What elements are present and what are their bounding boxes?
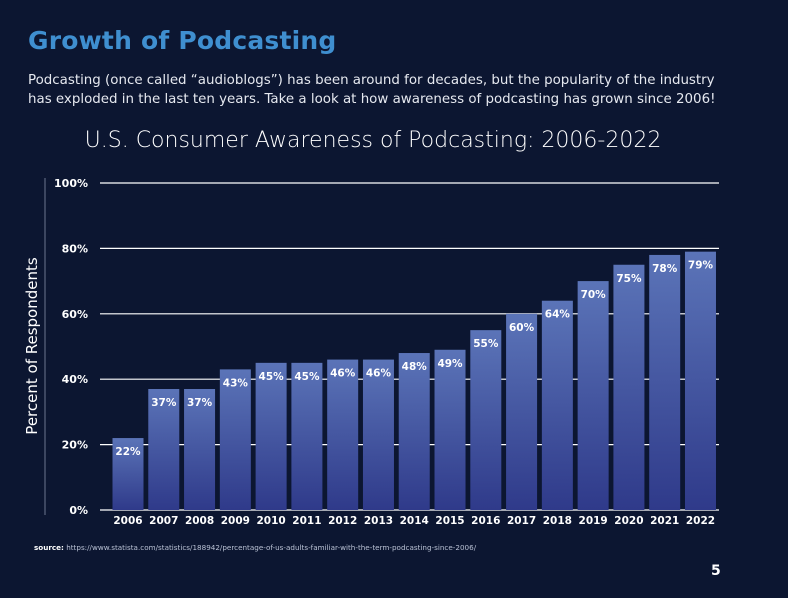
y-tick-label: 40% bbox=[62, 373, 88, 386]
chart-title: U.S. Consumer Awareness of Podcasting: 2… bbox=[84, 128, 662, 153]
bar-value-label: 45% bbox=[294, 371, 320, 383]
bar-2008 bbox=[184, 389, 216, 510]
page-title: Growth of Podcasting bbox=[28, 26, 337, 55]
x-tick-labels: 2006 2007 2008 2009 2010 2011 2012 2013 2014 2015… bbox=[113, 515, 715, 527]
bar-value-label: 43% bbox=[223, 377, 249, 389]
source-url[interactable]: https://www.statista.com/statistics/1889… bbox=[66, 543, 477, 552]
bar-2009 bbox=[219, 369, 251, 510]
x-tick-label: 2008 bbox=[185, 515, 214, 527]
x-tick-label: 2019 bbox=[579, 515, 608, 527]
bar-value-label: 75% bbox=[616, 273, 642, 285]
bar-value-label: 22% bbox=[115, 446, 141, 458]
source-label: source: bbox=[34, 543, 64, 552]
x-tick-label: 2015 bbox=[435, 515, 464, 527]
bar-2020 bbox=[613, 264, 645, 510]
bar-value-label: 70% bbox=[581, 289, 607, 301]
x-tick-label: 2007 bbox=[149, 515, 178, 527]
x-tick-label: 2017 bbox=[507, 515, 536, 527]
bar-2017 bbox=[506, 313, 538, 510]
x-tick-label: 2013 bbox=[364, 515, 393, 527]
bar-2021 bbox=[649, 254, 681, 510]
x-tick-label: 2009 bbox=[221, 515, 250, 527]
bar-value-label: 45% bbox=[259, 371, 285, 383]
y-tick-label: 0% bbox=[69, 504, 88, 517]
y-tick-label: 100% bbox=[54, 177, 88, 190]
x-tick-label: 2021 bbox=[650, 515, 679, 527]
bar-2013 bbox=[362, 359, 394, 510]
bar-value-label: 46% bbox=[366, 368, 392, 380]
x-tick-label: 2018 bbox=[543, 515, 572, 527]
page-number: 5 bbox=[711, 563, 721, 579]
bar-2016 bbox=[470, 330, 502, 510]
x-tick-label: 2006 bbox=[113, 515, 142, 527]
bar-2006 bbox=[112, 438, 144, 510]
y-tick-label: 20% bbox=[62, 439, 88, 452]
x-tick-label: 2011 bbox=[292, 515, 321, 527]
x-tick-label: 2010 bbox=[257, 515, 286, 527]
y-tick-labels: 0% 20% 40% 60% 80% 100% bbox=[54, 177, 88, 517]
bar-2011 bbox=[291, 362, 323, 510]
bar-2012 bbox=[327, 359, 359, 510]
bar-value-labels: 22% 37% 37% 43% 45% 45% 46% 46% 48% 49% 55% 60% 64% 7… bbox=[115, 260, 713, 458]
bar-value-label: 60% bbox=[509, 322, 535, 334]
x-tick-label: 2016 bbox=[471, 515, 500, 527]
bar-value-label: 37% bbox=[151, 397, 177, 409]
x-tick-label: 2022 bbox=[686, 515, 715, 527]
bar-2022 bbox=[684, 251, 716, 511]
bar-2010 bbox=[255, 362, 287, 510]
bar-2015 bbox=[434, 349, 466, 510]
y-tick-label: 60% bbox=[62, 308, 88, 321]
intro-paragraph: Podcasting (once called “audioblogs”) ha… bbox=[28, 73, 716, 107]
x-tick-label: 2020 bbox=[614, 515, 643, 527]
bar-value-label: 37% bbox=[187, 397, 213, 409]
x-tick-label: 2014 bbox=[400, 515, 429, 527]
bar-value-label: 49% bbox=[437, 358, 463, 370]
bar-2007 bbox=[148, 389, 180, 510]
bars bbox=[112, 251, 716, 511]
bar-value-label: 48% bbox=[402, 361, 428, 373]
x-tick-label: 2012 bbox=[328, 515, 357, 527]
bar-value-label: 78% bbox=[652, 263, 678, 275]
source-note: source: https://www.statista.com/statist… bbox=[34, 543, 476, 552]
bar-2019 bbox=[577, 281, 609, 510]
bar-2018 bbox=[541, 300, 573, 510]
bar-value-label: 79% bbox=[688, 260, 714, 272]
y-tick-label: 80% bbox=[62, 242, 88, 255]
bar-value-label: 64% bbox=[545, 309, 571, 321]
bar-2014 bbox=[398, 353, 430, 510]
bar-value-label: 55% bbox=[473, 338, 499, 350]
bar-value-label: 46% bbox=[330, 368, 356, 380]
